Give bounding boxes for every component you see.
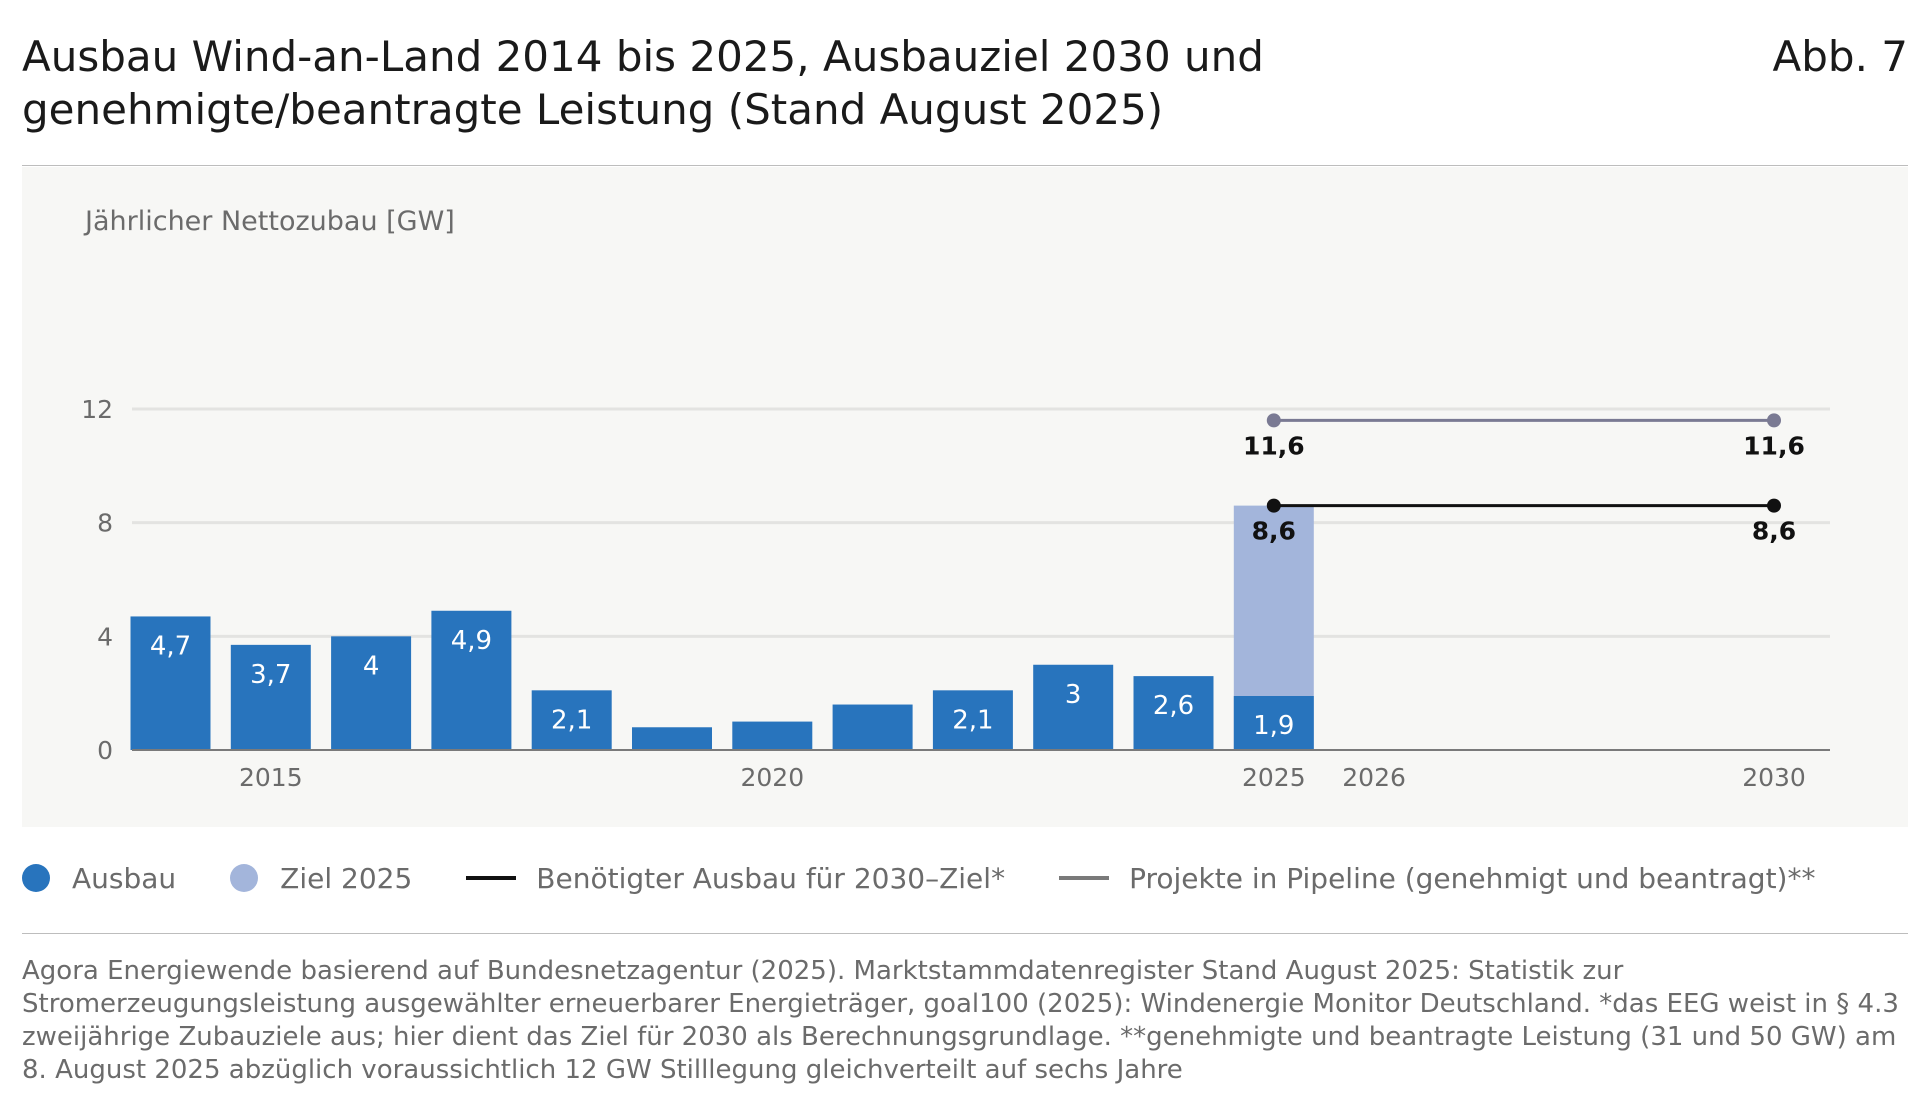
legend-item-benoetigt: Benötigter Ausbau für 2030–Ziel* [466,862,1005,895]
legend-label-ziel: Ziel 2025 [280,861,413,895]
bottom-divider [22,933,1908,934]
pipeline-label-2025: 11,6 [1243,431,1305,460]
bar-label-2015: 3,7 [250,660,291,690]
chart-panel: Jährlicher Nettozubau [GW] 0 4 8 12 4,7 3,7 4 4… [22,167,1908,827]
title-line-2: genehmigte/beantragte Leistung (Stand Au… [22,85,1164,134]
top-divider [22,165,1908,166]
legend-label-pipeline: Projekte in Pipeline (genehmigt und bean… [1129,861,1816,895]
pipeline-point-2030 [1767,413,1781,428]
x-tick-2025: 2025 [1242,763,1306,792]
bar-ausbau-2016 [331,636,412,750]
benoetigt-label-2025: 8,6 [1252,517,1296,546]
bar-label-2025: 1,9 [1253,711,1294,741]
y-tick-12: 12 [81,395,113,424]
legend-label-ausbau: Ausbau [72,861,177,895]
x-tick-2020: 2020 [740,763,804,792]
x-tick-2026: 2026 [1342,763,1406,792]
bar-label-2023: 3 [1065,680,1082,710]
bar-ausbau-2023 [1033,664,1114,750]
bar-ausbau-2025 [1233,696,1314,750]
benoetigt-point-2025 [1266,498,1281,513]
legend-label-benoetigt: Benötigter Ausbau für 2030–Ziel* [536,861,1006,895]
bar-ausbau-2024 [1133,676,1214,750]
pipeline-label-2030: 11,6 [1743,431,1805,460]
pipeline-point-2025 [1266,413,1281,428]
legend-swatch-ziel [230,864,259,892]
legend-item-ziel: Ziel 2025 [230,862,412,895]
bar-ausbau-2018 [531,690,612,750]
benoetigt-point-2030 [1767,498,1781,513]
bar-label-2017: 4,9 [451,626,492,656]
bar-ausbau-2015 [230,644,311,750]
x-tick-2030: 2030 [1742,763,1806,792]
bar-label-2024: 2,6 [1153,691,1194,721]
benoetigt-label-2030: 8,6 [1752,517,1796,546]
bar-label-2014: 4,7 [150,631,191,661]
legend: Ausbau Ziel 2025 Benötigter Ausbau für 2… [22,860,1869,896]
y-axis-title: Jährlicher Nettozubau [GW] [83,206,455,237]
chart-svg: Jährlicher Nettozubau [GW] 0 4 8 12 4,7 3,7 4 4… [81,206,1830,792]
legend-swatch-ausbau [22,864,50,892]
chart-title: Ausbau Wind-an-Land 2014 bis 2025, Ausba… [22,30,1502,136]
bar-label-2018: 2,1 [551,705,592,735]
bar-ausbau-2014 [130,616,211,750]
figure-number: Abb. 7 [1772,32,1908,81]
bar-label-2016: 4 [363,651,380,681]
bar-ausbau-2017 [431,610,512,750]
y-tick-0: 0 [97,736,113,765]
y-tick-4: 4 [97,622,113,651]
legend-item-ausbau: Ausbau [22,862,176,895]
source-note: Agora Energiewende basierend auf Bundesn… [22,956,1899,1085]
legend-swatch-pipeline [1059,876,1110,880]
bar-ausbau-2020 [732,721,813,750]
title-line-1: Ausbau Wind-an-Land 2014 bis 2025, Ausba… [22,32,1264,81]
bar-ausbau-2019 [632,727,712,750]
y-tick-8: 8 [97,509,113,538]
bar-label-2022: 2,1 [952,705,993,735]
bar-ausbau-2022 [932,690,1013,750]
bar-ausbau-2021 [832,704,913,750]
legend-swatch-benoetigt [466,876,517,880]
legend-item-pipeline: Projekte in Pipeline (genehmigt und bean… [1059,862,1815,895]
x-tick-2015: 2015 [239,763,303,792]
